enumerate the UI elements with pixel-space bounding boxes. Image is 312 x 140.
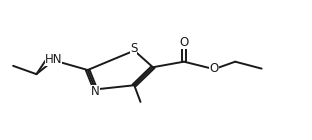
Text: N: N [91, 85, 100, 98]
Text: O: O [179, 36, 188, 49]
Text: O: O [209, 62, 219, 75]
Text: S: S [130, 42, 137, 55]
Text: HN: HN [45, 53, 62, 66]
